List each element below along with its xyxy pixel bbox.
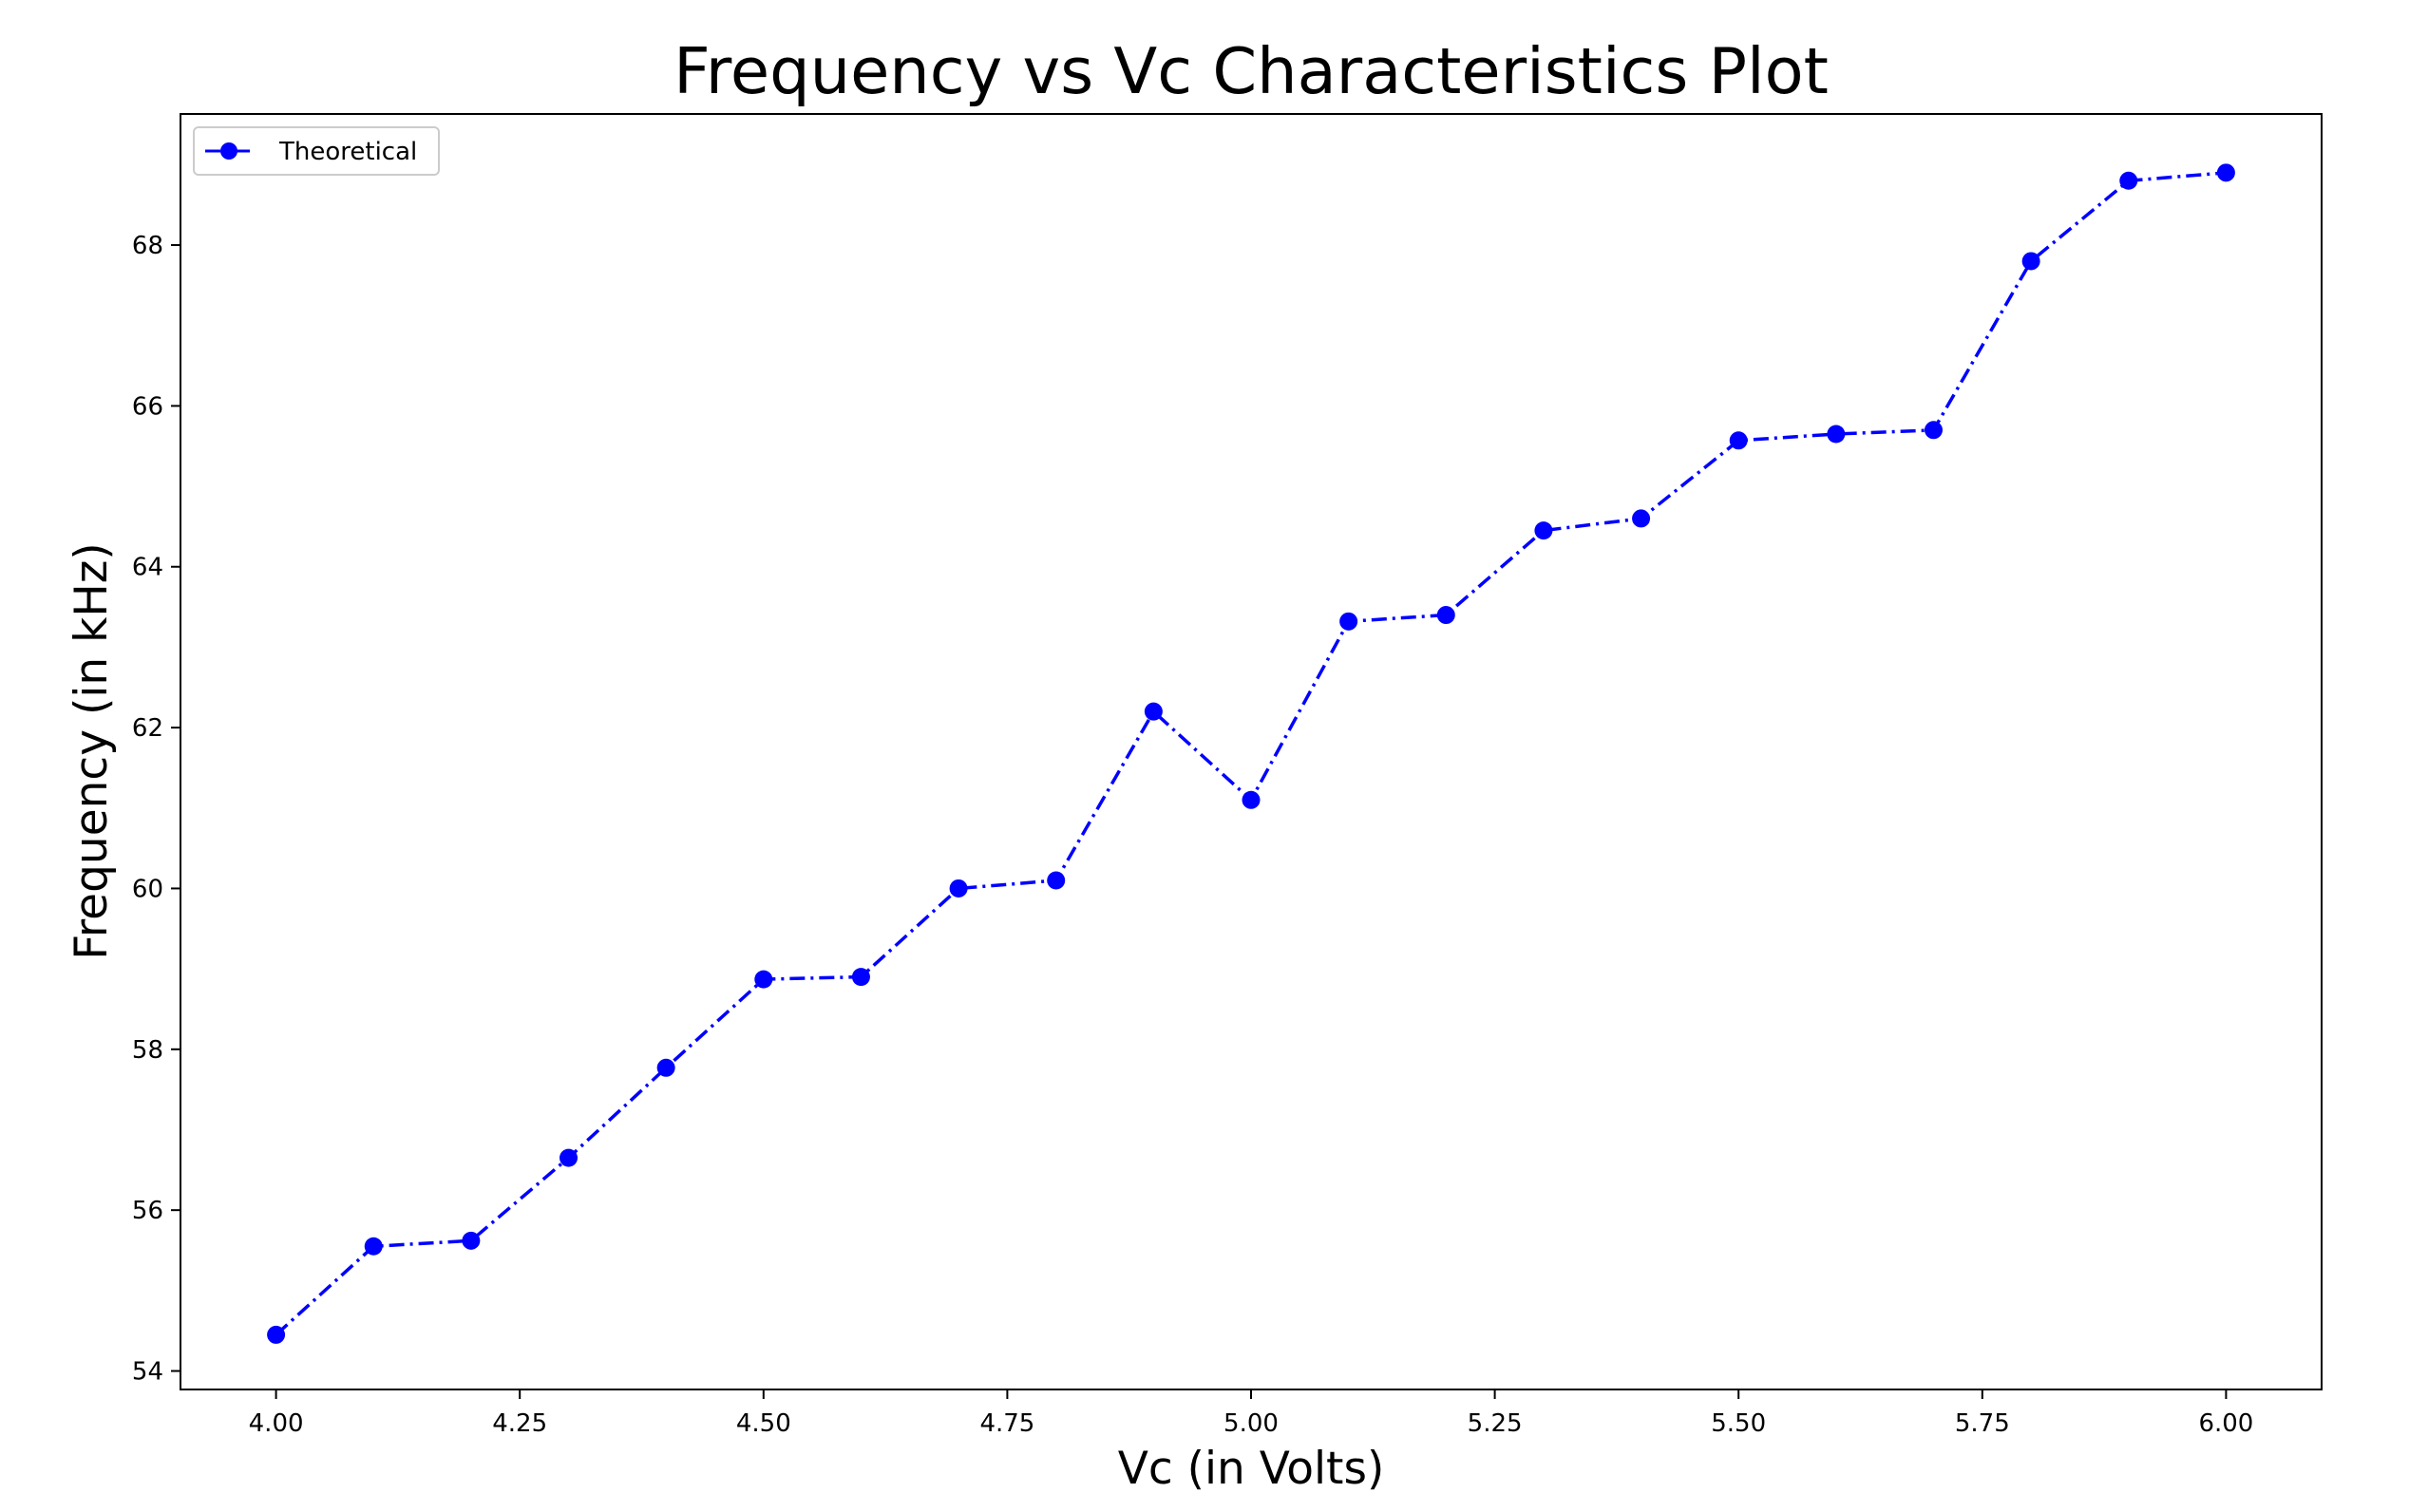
chart-title: Frequency vs Vc Characteristics Plot [673, 34, 1829, 108]
x-axis: 4.00 4.25 4.50 4.75 5.00 5.25 5.50 5.75 6.00 [249, 1389, 2253, 1438]
x-tick-label: 4.75 [979, 1409, 1034, 1438]
x-tick-label: 4.50 [736, 1409, 791, 1438]
y-tick-label: 62 [132, 714, 163, 743]
data-point [1827, 425, 1846, 444]
y-tick-label: 64 [132, 554, 163, 582]
data-point [1534, 521, 1553, 540]
y-axis: 54 56 58 60 62 64 66 68 [132, 232, 180, 1387]
x-tick-label: 5.25 [1468, 1409, 1523, 1438]
plot-frame [180, 113, 2323, 1390]
data-point [1729, 431, 1748, 450]
x-tick-label: 5.50 [1711, 1409, 1766, 1438]
data-point [1339, 612, 1358, 631]
y-axis-label: Frequency (in kHz) [66, 542, 118, 959]
legend-box [193, 126, 440, 176]
data-point [267, 1325, 286, 1344]
x-tick-label: 5.00 [1223, 1409, 1279, 1438]
data-point [462, 1231, 481, 1250]
y-tick-label: 66 [132, 392, 163, 421]
data-point [2119, 171, 2138, 190]
y-tick-label: 54 [132, 1358, 163, 1387]
data-point [1144, 702, 1163, 721]
legend-marker-sample [220, 142, 237, 160]
y-tick-label: 68 [132, 232, 163, 260]
data-point [656, 1058, 675, 1077]
data-point [560, 1148, 579, 1167]
legend: Theoretical [193, 126, 440, 176]
data-point [1924, 421, 1943, 440]
y-tick-label: 60 [132, 875, 163, 903]
data-point [851, 968, 870, 987]
data-point [2216, 163, 2235, 182]
legend-label: Theoretical [278, 138, 417, 166]
x-tick-label: 6.00 [2198, 1409, 2253, 1438]
x-axis-label: Vc (in Volts) [1118, 1443, 1385, 1495]
data-point [754, 970, 773, 989]
data-point [2021, 252, 2040, 271]
data-point [1632, 509, 1651, 528]
data-point [1047, 871, 1066, 890]
plot-area [267, 163, 2235, 1344]
data-point [1436, 606, 1455, 625]
x-tick-label: 4.00 [249, 1409, 304, 1438]
x-tick-label: 5.75 [1955, 1409, 2010, 1438]
x-tick-label: 4.25 [492, 1409, 547, 1438]
data-point [364, 1237, 383, 1256]
data-point [1242, 790, 1261, 809]
y-tick-label: 56 [132, 1197, 163, 1225]
y-tick-label: 58 [132, 1036, 163, 1065]
data-point [949, 879, 968, 898]
